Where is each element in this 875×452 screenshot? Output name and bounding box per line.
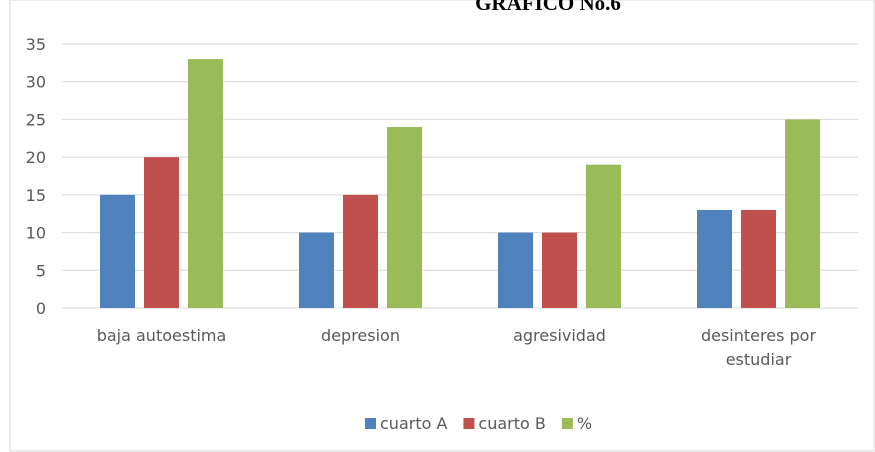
x-tick-label: agresividad [513,326,606,345]
bar [542,232,577,308]
bar [100,194,135,308]
y-tick-label: 5 [36,261,46,280]
y-tick-label: 10 [26,224,46,243]
y-tick-label: 15 [26,186,46,205]
legend-swatch [561,418,573,429]
y-tick-label: 25 [26,110,46,129]
chart-title: GRAFICO No.6 [475,0,621,15]
x-tick-label: baja autoestima [96,326,227,345]
bar [343,194,378,308]
legend-swatch [463,418,475,429]
legend-label: cuarto A [380,414,447,433]
bar [498,232,533,308]
legend-label: % [577,414,592,433]
bar [299,232,334,308]
y-tick-label: 0 [36,299,46,318]
bar [188,59,223,309]
bar [586,164,621,308]
bar [741,209,776,308]
bar [697,209,732,308]
legend-label: cuarto B [478,414,545,433]
y-tick-label: 35 [26,35,46,54]
bar [387,126,422,308]
x-tick-label: desinteres por estudiar [700,326,817,369]
x-tick-label: depresion [321,326,400,345]
y-tick-label: 20 [26,148,46,167]
legend-swatch [365,418,376,429]
bar [785,119,820,308]
y-tick-label: 30 [26,73,46,92]
bar [144,157,179,308]
